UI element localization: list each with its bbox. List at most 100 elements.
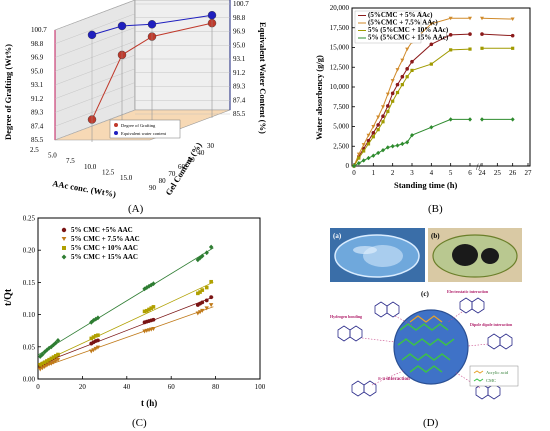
chart-c-point: [209, 295, 214, 300]
chart-b-ytick: 12,500: [330, 63, 350, 71]
chart-c-xtick: 60: [168, 383, 176, 391]
chart-b-ytick: 7,500: [333, 103, 349, 111]
label-hydrogen-bonding: Hydrogen bonding: [330, 314, 362, 319]
chart-c-point: [49, 361, 54, 366]
chart-a-point: [147, 20, 157, 29]
dye-molecule-8: [499, 333, 513, 350]
chart-b-point: [390, 144, 395, 149]
dye-molecule-5: [337, 325, 351, 342]
chart-b-point: [400, 58, 405, 63]
chart-b-series-line: [481, 33, 513, 37]
chart-b-point: [480, 16, 484, 21]
chart-b-xtick: 5: [449, 169, 453, 177]
chart-b-legend-label: (5%CMC + 7.5% AAc): [368, 19, 438, 27]
chart-b-xtick: 2: [391, 169, 395, 177]
chart-c-point: [42, 364, 47, 369]
chart-b-ytick: 15,000: [330, 44, 350, 52]
chart-a-ztick: 93.1: [233, 55, 246, 63]
chart-c-xtick: 40: [123, 383, 131, 391]
chart-c-point: [144, 285, 149, 290]
chart-a-gridline-left: [54, 68, 136, 99]
chart-a-ytick: 89.3: [31, 109, 44, 117]
chart-c: 0.00 0.05 0.10 0.15 0.20 0.25 0 20 40 60 80 100 5% …: [3, 215, 266, 430]
chart-b-point: [395, 143, 400, 148]
chart-b-point: [480, 46, 484, 50]
interaction-line-6: [454, 371, 481, 389]
chart-c-point: [204, 306, 209, 311]
chart-a-ytick: 93.1: [31, 81, 44, 89]
chart-c-point: [151, 326, 156, 331]
chart-b-point: [385, 145, 390, 150]
chart-b-point: [390, 79, 395, 83]
chart-a-ytick: 85.5: [31, 136, 44, 144]
chart-c-point: [208, 303, 214, 308]
chart-b-point: [429, 62, 433, 66]
chart-b-xtick: 1: [372, 169, 376, 177]
chart-a-ytick: 100.7: [31, 26, 47, 34]
chart-b-point: [400, 83, 404, 87]
chart-c-point: [42, 360, 47, 365]
chart-a-gridline-left: [54, 82, 136, 113]
schematic-network: Electrostatic interaction Hydrogen bondi…: [330, 289, 519, 400]
chart-c-xtick: 100: [255, 383, 266, 391]
panel-label-c: (C): [132, 417, 147, 429]
chart-b-point: [386, 109, 390, 114]
chart-c-point: [198, 290, 202, 294]
chart-c-point: [55, 357, 61, 362]
chart-b-point: [410, 132, 414, 138]
chart-b-point: [405, 140, 410, 145]
chart-a-xtick: 10.0: [84, 163, 97, 171]
chart-b-point: [448, 33, 453, 37]
chart-b-point: [448, 117, 453, 122]
chart-b-point: [449, 48, 453, 52]
chart-b-point: [429, 22, 434, 26]
chart-c-point: [51, 360, 56, 365]
chart-a-depth-tick: 30: [207, 142, 215, 150]
chart-a-legend-label-2: Equivalent water content: [121, 131, 167, 136]
chart-c-point: [89, 319, 94, 325]
chart-c-ytick: 0.05: [23, 343, 36, 351]
network-chain-4: [409, 365, 443, 373]
chart-a-ztick: 95.0: [233, 41, 246, 49]
chart-a-ytick: 96.9: [31, 54, 44, 62]
legend-cmc: CMC: [486, 378, 496, 383]
chart-c-point: [151, 305, 156, 309]
interaction-line-4: [467, 343, 489, 347]
chart-b-point: [405, 47, 410, 52]
chart-b-point: [366, 155, 371, 161]
chart-a-xtick: 15.0: [120, 174, 133, 182]
chart-c-xtick: 20: [79, 383, 87, 391]
chart-c-point: [55, 337, 61, 343]
dye-molecule-2: [386, 301, 400, 318]
legend-acrylic-acid-swatch: [473, 370, 484, 374]
legend-acrylic-acid: Acrylic acid: [486, 370, 509, 375]
chart-c-fit-line: [37, 281, 214, 365]
hydrogel-sphere: [393, 309, 469, 385]
chart-c-point: [149, 306, 154, 310]
chart-a-ztick: 100.7: [233, 0, 249, 8]
chart-b-point: [381, 105, 385, 109]
chart-c-point: [151, 317, 156, 322]
legend-cmc-swatch: [473, 378, 484, 382]
chart-c-xlabel: t (h): [141, 398, 157, 408]
chart-c-point: [47, 357, 51, 362]
chart-b-point: [381, 120, 385, 124]
chart-b-ytick: 17,500: [330, 24, 350, 32]
chart-c-legend-marker: [62, 246, 66, 250]
photo-b-gel-2: [481, 248, 499, 264]
chart-b-xtick: 24: [479, 169, 487, 177]
chart-b-point: [385, 92, 390, 97]
chart-b-point: [391, 99, 395, 103]
chart-b-point: [405, 75, 409, 79]
network-chain-1: [399, 323, 449, 331]
chart-b-point: [371, 131, 376, 135]
chart-c-point: [200, 300, 205, 305]
photo-b-gel-1: [452, 244, 478, 266]
chart-c-point: [44, 363, 50, 368]
chart-b-ytick: 20,000: [330, 4, 350, 12]
chart-a-depth-label: Gel Content (%): [163, 140, 204, 197]
network-chain-3: [401, 353, 451, 361]
chart-c-ytick: 0.15: [23, 279, 36, 287]
chart-a-ytick: 87.4: [31, 122, 44, 130]
chart-a-depth-tick: 40: [197, 149, 205, 157]
